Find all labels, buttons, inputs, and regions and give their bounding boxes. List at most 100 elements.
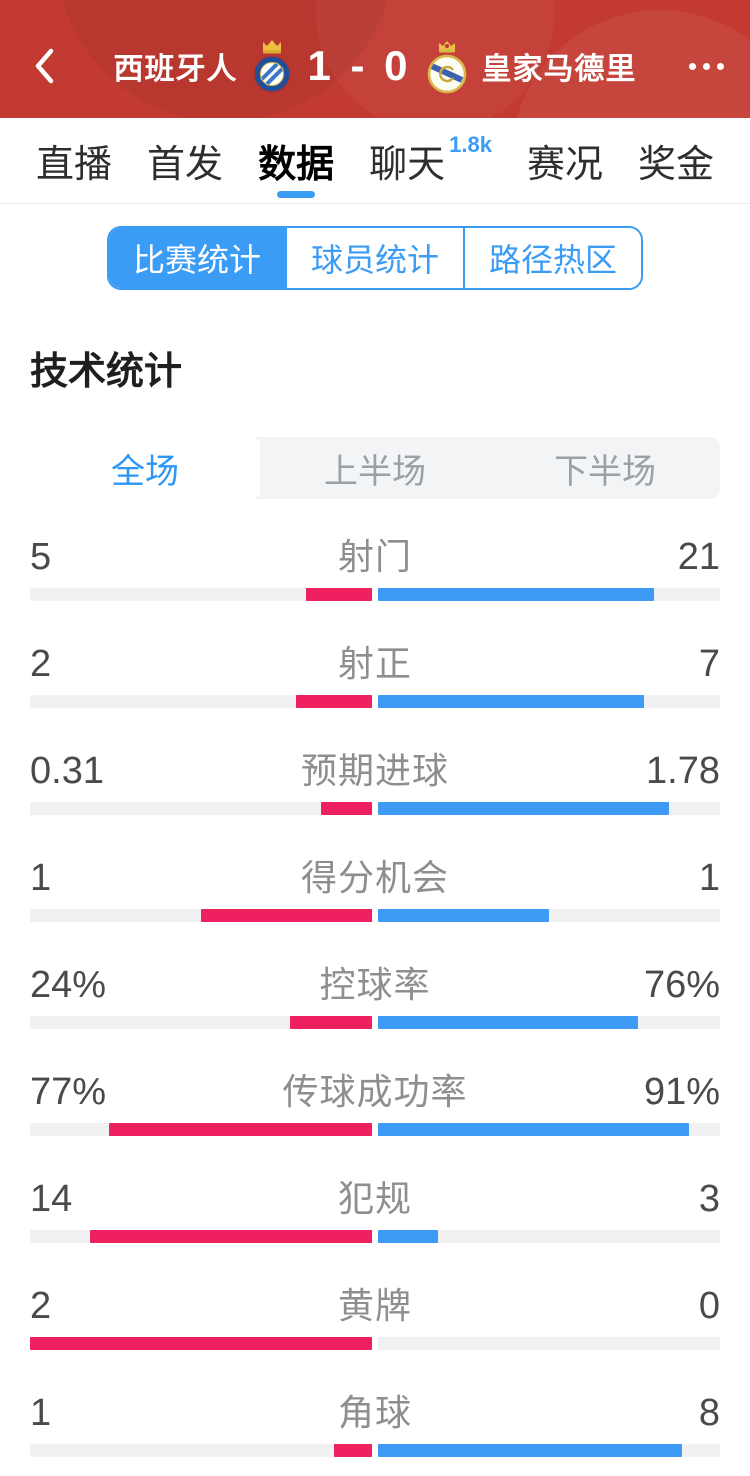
stat-row: 2 射正 7	[0, 642, 750, 749]
espanyol-crest-icon	[253, 40, 292, 93]
away-bar	[378, 802, 670, 815]
stat-label: 控球率	[319, 964, 431, 1005]
period-first-half[interactable]: 上半场	[324, 452, 426, 491]
away-bar-track	[378, 909, 720, 922]
stat-label: 预期进球	[300, 750, 449, 791]
home-bar	[90, 1230, 372, 1243]
stat-label: 角球	[337, 1392, 412, 1433]
away-bar-track	[378, 1016, 720, 1029]
stat-label: 黄牌	[337, 1285, 412, 1326]
stat-away-value: 8	[698, 1392, 720, 1434]
stat-row: 2 黄牌 0	[0, 1284, 750, 1391]
stats-segmented-control: 比赛统计 球员统计 路径热区	[107, 226, 643, 290]
stat-row: 1 得分机会 1	[0, 856, 750, 963]
home-bar	[289, 1016, 372, 1029]
stat-away-value: 1	[698, 857, 720, 899]
home-bar-track	[30, 1123, 372, 1136]
stat-label: 得分机会	[300, 857, 449, 898]
home-bar-track	[30, 802, 372, 815]
home-bar-track	[30, 588, 372, 601]
tab-data[interactable]: 数据	[258, 118, 334, 204]
away-bar-track	[378, 802, 720, 815]
home-bar-track	[30, 909, 372, 922]
match-header: 西班牙人 1 - 0 皇家马德里	[0, 0, 750, 118]
back-button[interactable]	[24, 46, 64, 86]
stat-row: 24% 控球率 76%	[0, 963, 750, 1070]
home-bar	[201, 909, 372, 922]
more-button[interactable]	[684, 52, 728, 80]
away-bar	[378, 909, 549, 922]
away-bar-track	[378, 1230, 720, 1243]
away-bar	[378, 1230, 439, 1243]
home-bar	[30, 1337, 372, 1350]
score-display: 1 - 0	[307, 42, 412, 89]
away-team-name: 皇家马德里	[481, 53, 637, 86]
home-team-name: 西班牙人	[113, 53, 238, 86]
tab-chat[interactable]: 聊天 1.8k	[369, 131, 492, 187]
stat-label: 射正	[337, 643, 412, 684]
period-full[interactable]: 全场	[30, 437, 260, 499]
subtab-match-stats[interactable]: 比赛统计	[109, 228, 285, 288]
chat-count-badge: 1.8k	[449, 131, 492, 157]
subtab-player-stats[interactable]: 球员统计	[285, 228, 463, 288]
away-bar	[378, 1444, 683, 1457]
stat-row: 14 犯规 3	[0, 1177, 750, 1284]
home-bar	[296, 695, 372, 708]
stat-row: 0.31 预期进球 1.78	[0, 749, 750, 856]
main-nav: 直播 首发 数据 聊天 1.8k 赛况 奖金	[0, 118, 750, 204]
stat-row: 5 射门 21	[0, 535, 750, 642]
subtab-heatmap[interactable]: 路径热区	[463, 228, 641, 288]
home-bar-track	[30, 695, 372, 708]
stat-home-value: 14	[30, 1178, 73, 1220]
stat-home-value: 77%	[30, 1071, 107, 1113]
stat-label: 射门	[337, 536, 412, 577]
stat-away-value: 21	[677, 536, 720, 578]
stat-home-value: 2	[30, 1285, 52, 1327]
away-bar	[378, 695, 645, 708]
stat-away-value: 7	[698, 643, 720, 685]
stat-row: 77% 传球成功率 91%	[0, 1070, 750, 1177]
home-bar	[321, 802, 372, 815]
period-selector: 全场 上半场 下半场	[30, 437, 720, 499]
away-bar	[378, 588, 655, 601]
tab-matchinfo[interactable]: 赛况	[526, 144, 603, 186]
tab-bonus[interactable]: 奖金	[637, 144, 714, 186]
away-bar-track	[378, 1337, 720, 1350]
away-bar-track	[378, 695, 720, 708]
home-bar	[334, 1444, 372, 1457]
stat-home-value: 0.31	[30, 750, 104, 792]
real-madrid-crest-icon	[427, 41, 466, 94]
away-bar	[378, 1016, 638, 1029]
stat-home-value: 5	[30, 536, 52, 578]
stat-home-value: 1	[30, 857, 52, 899]
stat-away-value: 0	[698, 1285, 720, 1327]
home-bar-track	[30, 1444, 372, 1457]
away-bar	[378, 1123, 690, 1136]
stat-away-value: 3	[698, 1178, 720, 1220]
tab-lineup[interactable]: 首发	[147, 144, 224, 186]
section-title: 技术统计	[30, 351, 183, 393]
stat-away-value: 76%	[643, 964, 720, 1006]
away-bar-track	[378, 1123, 720, 1136]
home-bar	[306, 588, 372, 601]
stat-home-value: 2	[30, 643, 52, 685]
away-bar-track	[378, 1444, 720, 1457]
period-second-half[interactable]: 下半场	[554, 452, 656, 491]
stat-row: 1 角球 8	[0, 1391, 750, 1476]
stat-home-value: 1	[30, 1392, 52, 1434]
ellipsis-icon	[688, 62, 696, 70]
home-bar-track	[30, 1337, 372, 1350]
home-bar-track	[30, 1230, 372, 1243]
stat-label: 传球成功率	[282, 1071, 468, 1112]
stat-away-value: 91%	[643, 1071, 720, 1113]
away-bar-track	[378, 588, 720, 601]
active-tab-underline	[277, 190, 316, 198]
stat-away-value: 1.78	[646, 750, 720, 792]
chevron-left-icon	[35, 48, 54, 84]
stat-home-value: 24%	[30, 964, 107, 1006]
home-bar	[108, 1123, 372, 1136]
scoreline: 西班牙人 1 - 0 皇家马德里	[0, 34, 750, 98]
home-bar-track	[30, 1016, 372, 1029]
tab-live[interactable]: 直播	[36, 144, 113, 186]
stats-list: 5 射门 21 2 射正 7 0.3	[0, 499, 750, 1476]
